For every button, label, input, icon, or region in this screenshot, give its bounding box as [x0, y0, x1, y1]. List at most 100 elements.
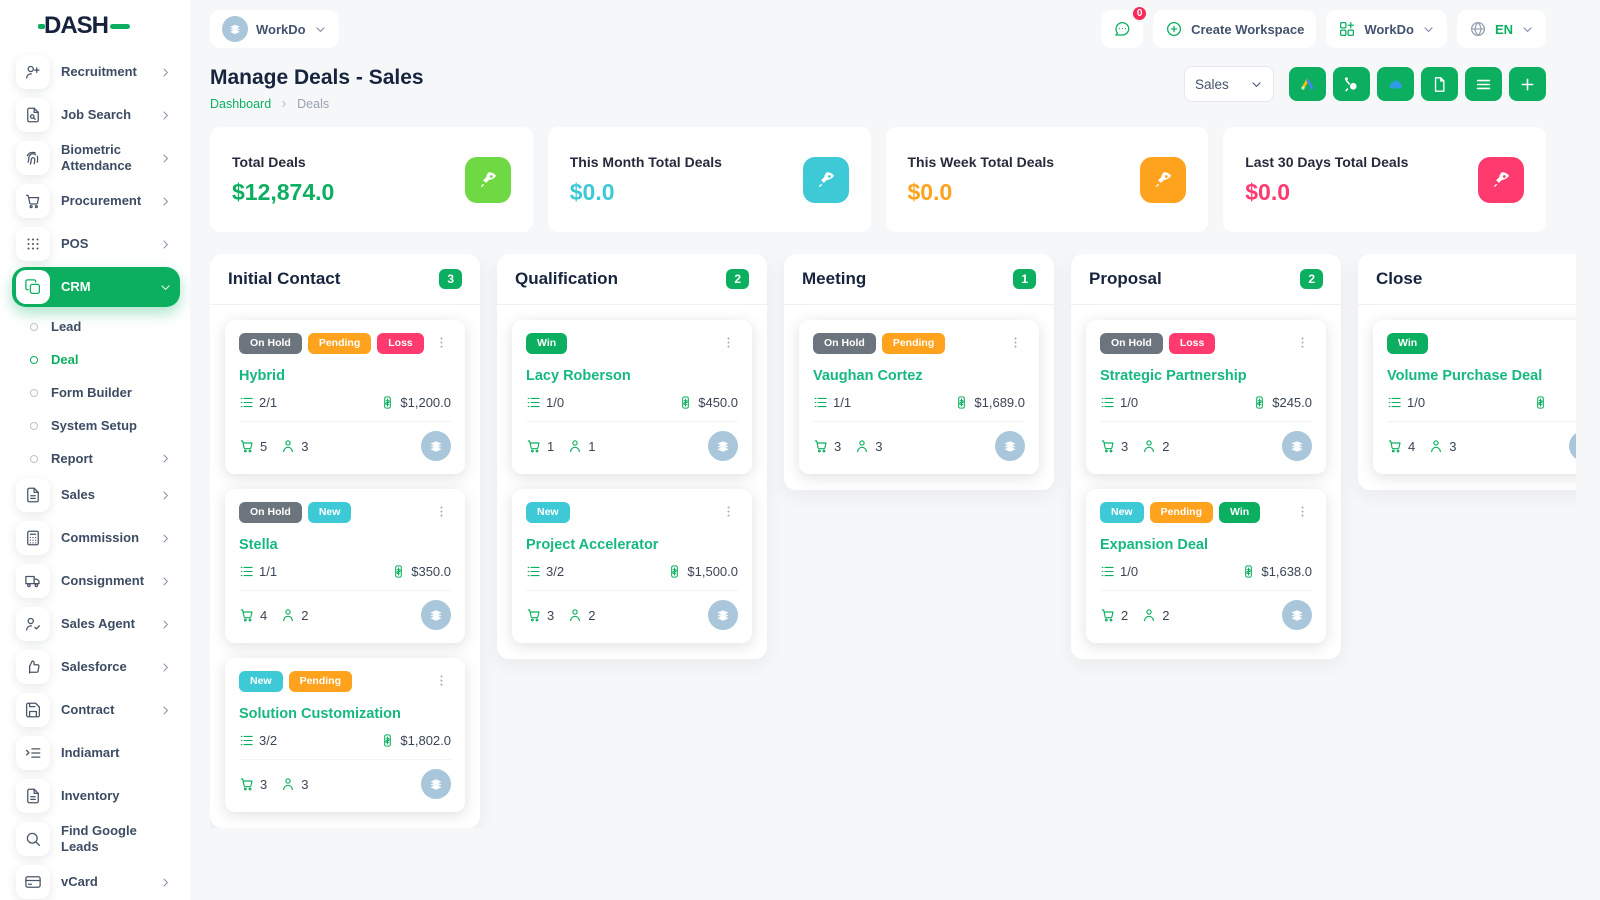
kebab-menu-button[interactable]	[1006, 333, 1025, 357]
client-avatar[interactable]	[708, 431, 738, 461]
list-button[interactable]	[1465, 67, 1502, 101]
sidebar-item-recruitment[interactable]: Recruitment	[12, 52, 180, 92]
deal-card-expansion-deal[interactable]: New Pending Win Expansion Deal 1/0 $1,638.0 2 2	[1086, 489, 1326, 643]
sidebar-item-find-google-leads[interactable]: Find Google Leads	[12, 819, 180, 859]
deal-title[interactable]: Expansion Deal	[1100, 537, 1208, 553]
client-avatar[interactable]	[995, 431, 1025, 461]
deal-title[interactable]: Volume Purchase Deal	[1387, 368, 1543, 384]
sidebar-subitem-label: Form Builder	[51, 385, 132, 400]
kebab-menu-button[interactable]	[1293, 502, 1312, 526]
google-ads-button[interactable]	[1289, 67, 1326, 101]
client-avatar[interactable]	[708, 600, 738, 630]
breadcrumb-dashboard-link[interactable]: Dashboard	[210, 97, 272, 111]
hubspot-button[interactable]	[1333, 67, 1370, 101]
sidebar-item-label: Find Google Leads	[61, 823, 137, 854]
sidebar-item-indiamart[interactable]: Indiamart	[12, 733, 180, 773]
sidebar-subitem-report[interactable]: Report	[12, 442, 180, 475]
sidebar-item-label: Inventory	[61, 788, 120, 804]
kebab-menu-button[interactable]	[719, 333, 738, 357]
client-avatar[interactable]	[1569, 431, 1576, 461]
user-icon	[1141, 607, 1157, 623]
deal-price: $1,200.0	[400, 395, 451, 410]
workspace-switcher[interactable]: WorkDo	[210, 10, 339, 48]
workdo-menu-button[interactable]: WorkDo	[1326, 10, 1447, 48]
bullet-icon	[30, 355, 38, 364]
main-content: WorkDo 0 Create Workspace WorkDo	[190, 0, 1600, 828]
deal-tasks-count: 3/2	[546, 564, 565, 579]
kanban-column-qualification: Qualification 2 Win Lacy Roberson 1/0 $450.0 1…	[497, 254, 767, 659]
deal-title[interactable]: Solution Customization	[239, 706, 401, 722]
building-icon	[1288, 606, 1306, 624]
document-button[interactable]	[1421, 67, 1458, 101]
sidebar-item-inventory[interactable]: Inventory	[12, 776, 180, 816]
sidebar-item-crm[interactable]: CRM	[12, 267, 180, 307]
deal-title[interactable]: Strategic Partnership	[1100, 368, 1247, 384]
tasks-icon	[813, 395, 828, 410]
client-avatar[interactable]	[421, 769, 451, 799]
language-selector[interactable]: EN	[1456, 10, 1546, 48]
deal-card-vaughan-cortez[interactable]: On Hold Pending Vaughan Cortez 1/1 $1,689.0 3…	[799, 320, 1039, 474]
status-tag-win: Win	[526, 333, 568, 354]
sidebar-item-vcard[interactable]: vCard	[12, 862, 180, 900]
kebab-menu-button[interactable]	[432, 671, 451, 695]
sidebar-item-job-search[interactable]: Job Search	[12, 95, 180, 135]
sidebar-item-procurement[interactable]: Procurement	[12, 181, 180, 221]
kebab-menu-button[interactable]	[432, 502, 451, 526]
sidebar-item-sales-agent[interactable]: Sales Agent	[12, 604, 180, 644]
plus-button[interactable]	[1509, 67, 1546, 101]
deal-card-project-accelerator[interactable]: New Project Accelerator 3/2 $1,500.0 3 2	[512, 489, 752, 643]
money-icon	[391, 564, 406, 579]
cart-icon	[239, 776, 255, 792]
bullet-icon	[30, 454, 38, 463]
onedrive-button[interactable]	[1377, 67, 1414, 101]
kanban-board: Initial Contact 3 On Hold Pending Loss Hybrid…	[210, 254, 1576, 828]
cart-icon	[24, 192, 42, 210]
deal-card-hybrid[interactable]: On Hold Pending Loss Hybrid 2/1 $1,200.0 5 3	[225, 320, 465, 474]
breadcrumb-current: Deals	[297, 97, 330, 111]
tasks-icon	[239, 395, 254, 410]
sidebar-subitem-label: System Setup	[51, 418, 137, 433]
status-tag-pending: Pending	[881, 333, 946, 354]
deal-card-volume-purchase-deal[interactable]: Win Volume Purchase Deal 1/0 4 3	[1373, 320, 1576, 474]
messages-button[interactable]: 0	[1101, 5, 1149, 48]
create-workspace-button[interactable]: Create Workspace	[1153, 10, 1317, 48]
user-plus-icon	[24, 63, 42, 81]
sidebar-item-sales[interactable]: Sales	[12, 475, 180, 515]
client-avatar[interactable]	[1282, 600, 1312, 630]
sidebar-subitem-system-setup[interactable]: System Setup	[12, 409, 180, 442]
sidebar-item-consignment[interactable]: Consignment	[12, 561, 180, 601]
sidebar-subitem-form-builder[interactable]: Form Builder	[12, 376, 180, 409]
deal-title[interactable]: Project Accelerator	[526, 537, 659, 553]
deal-title[interactable]: Hybrid	[239, 368, 285, 384]
sidebar-subitem-lead[interactable]: Lead	[12, 310, 180, 343]
client-avatar[interactable]	[421, 600, 451, 630]
client-avatar[interactable]	[1282, 431, 1312, 461]
user-icon	[567, 607, 583, 623]
sidebar-subitem-label: Deal	[51, 352, 79, 367]
client-avatar[interactable]	[421, 431, 451, 461]
sidebar-item-salesforce[interactable]: Salesforce	[12, 647, 180, 687]
sidebar-subitem-deal[interactable]: Deal	[12, 343, 180, 376]
deal-card-solution-customization[interactable]: New Pending Solution Customization 3/2 $1,80…	[225, 658, 465, 812]
sidebar-item-biometric-attendance[interactable]: Biometric Attendance	[12, 138, 180, 178]
sidebar-item-label: Indiamart	[61, 745, 120, 761]
sidebar-item-commission[interactable]: Commission	[12, 518, 180, 558]
deal-card-lacy-roberson[interactable]: Win Lacy Roberson 1/0 $450.0 1 1	[512, 320, 752, 474]
pipeline-select[interactable]: Sales	[1184, 66, 1274, 102]
app-logo[interactable]: DASH	[0, 0, 190, 52]
sidebar-item-pos[interactable]: POS	[12, 224, 180, 264]
column-count-badge: 3	[439, 269, 462, 289]
stat-value: $0.0	[569, 178, 615, 205]
deal-title[interactable]: Vaughan Cortez	[813, 368, 923, 384]
deal-title[interactable]: Lacy Roberson	[526, 368, 631, 384]
deal-card-strategic-partnership[interactable]: On Hold Loss Strategic Partnership 1/0 $245.…	[1086, 320, 1326, 474]
deal-title[interactable]: Stella	[239, 537, 278, 553]
kebab-menu-button[interactable]	[1293, 333, 1312, 357]
save-icon	[24, 701, 42, 719]
deal-products-count: 2	[1121, 607, 1129, 623]
deal-card-stella[interactable]: On Hold New Stella 1/1 $350.0 4 2	[225, 489, 465, 643]
kebab-menu-button[interactable]	[432, 333, 451, 357]
status-tag-on-hold: On Hold	[239, 333, 302, 354]
sidebar-item-contract[interactable]: Contract	[12, 690, 180, 730]
kebab-menu-button[interactable]	[719, 502, 738, 526]
